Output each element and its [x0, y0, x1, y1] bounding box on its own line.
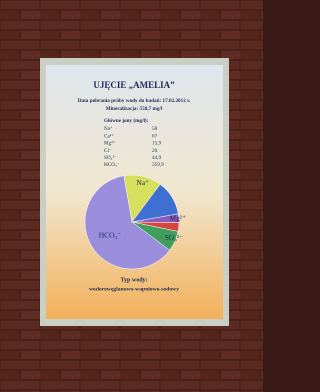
date: Data pobrania próby wody do badań: 17.02… — [78, 98, 191, 104]
ion-name: Ca²⁺ — [104, 133, 114, 139]
ion-value: 359,9 — [152, 162, 164, 168]
ion-value: 67 — [152, 133, 158, 139]
ion-value: 58 — [152, 126, 158, 132]
title: UJĘCIE „AMELIA” — [93, 80, 175, 90]
pie-label: SO₄²⁻ — [165, 233, 183, 242]
photo: UJĘCIE „AMELIA” Data pobrania próby wody… — [0, 0, 263, 392]
page: UJĘCIE „AMELIA” Data pobrania próby wody… — [0, 0, 263, 392]
ion-name: Cl⁻ — [104, 148, 112, 154]
type-value: wodorowęglanowo-wapniowo-sodowy — [89, 286, 179, 292]
ion-value: 15,9 — [152, 141, 161, 147]
ion-name: Mg²⁺ — [104, 141, 116, 147]
pie-label: Mg²⁺ — [169, 214, 186, 223]
mineralization: Mineralizacja: 558,7 mg/l — [106, 106, 163, 112]
ion-name: Na⁺ — [104, 126, 113, 132]
pie-label: Na⁺ — [136, 178, 149, 187]
ion-name: SO₄²⁻ — [104, 155, 117, 161]
type-header: Typ wody: — [120, 277, 147, 283]
ion-value: 20 — [152, 148, 158, 154]
pie-label: HCO₃⁻ — [99, 230, 121, 239]
ions-header: Główne jony (mg/l): — [104, 117, 149, 124]
ion-name: HCO₃⁻ — [104, 162, 120, 168]
ion-value: 44,9 — [152, 155, 161, 161]
